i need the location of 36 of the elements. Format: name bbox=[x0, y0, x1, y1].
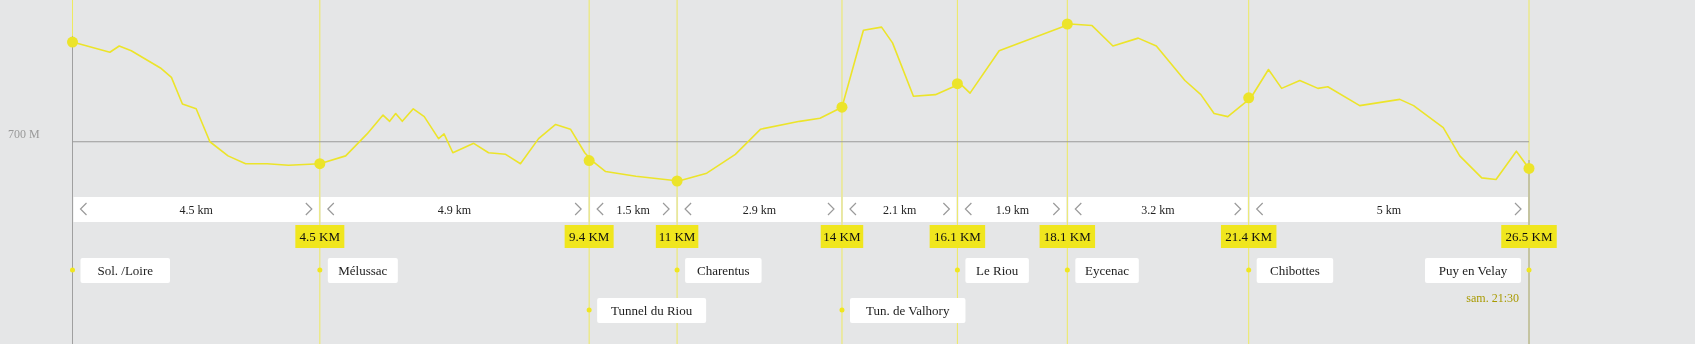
text: 1.5 km bbox=[616, 203, 651, 217]
point bbox=[836, 101, 848, 113]
point bbox=[671, 175, 683, 187]
text: Charentus bbox=[696, 263, 750, 278]
x-tick-label: 11 KM bbox=[658, 229, 696, 244]
text: Sol. /Loire bbox=[97, 263, 154, 278]
text: Eycenac bbox=[1085, 263, 1130, 278]
point bbox=[314, 158, 326, 170]
ref-line-label: 700 M bbox=[8, 126, 40, 141]
point bbox=[583, 155, 595, 167]
text: 3.2 km bbox=[1141, 203, 1176, 217]
x-tick-label: 9.4 KM bbox=[568, 229, 610, 244]
text: 4.5 km bbox=[179, 203, 214, 217]
x-tick-label: 26.5 KM bbox=[1505, 229, 1553, 244]
point bbox=[1243, 92, 1255, 104]
text: 5 km bbox=[1376, 203, 1402, 217]
point bbox=[1523, 162, 1535, 174]
text: Chibottes bbox=[1270, 263, 1320, 278]
x-tick-label: 16.1 KM bbox=[933, 229, 982, 244]
text: sam. 21:30 bbox=[1466, 291, 1519, 305]
x-tick-label: 18.1 KM bbox=[1043, 229, 1092, 244]
x-tick-label: 21.4 KM bbox=[1225, 229, 1273, 244]
text: 2.1 km bbox=[883, 203, 918, 217]
point bbox=[1061, 18, 1073, 30]
point bbox=[951, 78, 963, 90]
text: 2.9 km bbox=[742, 203, 777, 217]
text: 1.9 km bbox=[995, 203, 1030, 217]
text: 4.9 km bbox=[437, 203, 472, 217]
x-tick-label: 4.5 KM bbox=[299, 229, 341, 244]
text: Le Riou bbox=[976, 263, 1019, 278]
point bbox=[67, 36, 78, 48]
text: Tun. de Valhory bbox=[866, 303, 950, 318]
text: Puy en Velay bbox=[1438, 263, 1508, 278]
text: Tunnel du Riou bbox=[611, 303, 693, 318]
x-tick-label: 14 KM bbox=[823, 229, 862, 244]
text: Mélussac bbox=[338, 263, 388, 278]
